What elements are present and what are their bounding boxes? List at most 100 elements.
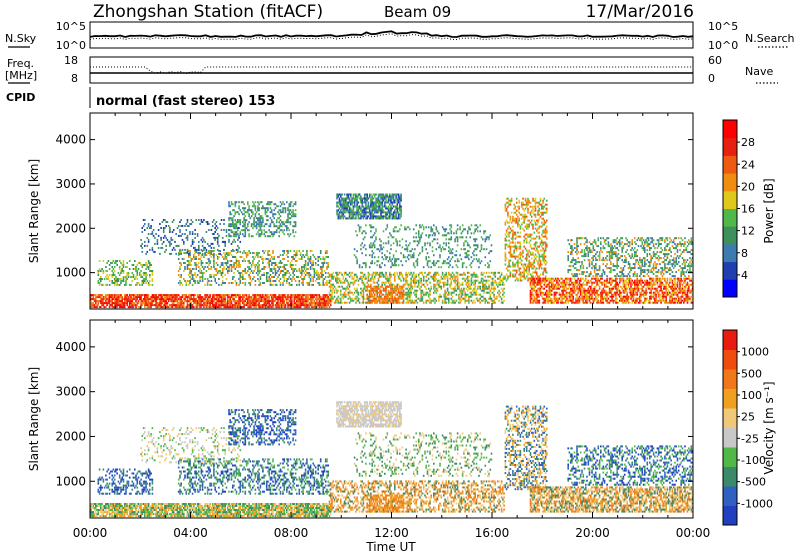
echo-cell xyxy=(213,266,215,268)
echo-cell xyxy=(294,201,297,204)
echo-cell xyxy=(484,256,487,259)
echo-cell xyxy=(505,209,508,212)
noise-left-label: N.Sky xyxy=(5,32,37,45)
echo-cell xyxy=(262,296,264,299)
echo-cell xyxy=(255,300,258,303)
echo-cell xyxy=(215,282,218,284)
echo-cell xyxy=(128,306,131,309)
echo-cell xyxy=(232,217,234,220)
echo-cell xyxy=(283,266,286,268)
echo-cell xyxy=(309,274,312,276)
echo-cell xyxy=(257,254,259,256)
echo-cell xyxy=(174,248,176,251)
echo-cell xyxy=(356,203,358,206)
echo-cell xyxy=(240,276,243,278)
echo-cell xyxy=(372,242,375,245)
echo-cell xyxy=(319,298,322,301)
echo-cell xyxy=(191,242,194,245)
echo-cell xyxy=(318,294,321,297)
echo-cell xyxy=(302,270,304,272)
echo-cell xyxy=(156,242,159,245)
echo-cell xyxy=(517,215,519,218)
echo-cell xyxy=(382,242,385,245)
echo-cell xyxy=(366,193,368,196)
echo-cell xyxy=(243,209,245,212)
echo-cell xyxy=(275,231,278,234)
echo-cell xyxy=(147,268,150,270)
echo-cell xyxy=(417,275,420,278)
echo-cell xyxy=(204,302,206,305)
echo-cell xyxy=(293,254,296,256)
echo-cell xyxy=(126,272,128,274)
echo-cell xyxy=(476,230,479,233)
echo-cell xyxy=(199,223,201,225)
echo-cell xyxy=(135,276,137,278)
echo-cell xyxy=(443,285,445,288)
echo-cell xyxy=(399,217,401,220)
echo-cell xyxy=(117,278,120,280)
echo-cell xyxy=(291,256,293,258)
echo-cell xyxy=(127,306,130,309)
echo-cell xyxy=(254,213,257,216)
echo-cell xyxy=(154,250,156,253)
echo-cell xyxy=(395,264,397,267)
echo-cell xyxy=(162,294,165,297)
echo-cell xyxy=(294,252,297,254)
echo-cell xyxy=(376,264,378,267)
echo-cell xyxy=(145,278,147,280)
echo-cell xyxy=(387,281,390,284)
echo-cell xyxy=(323,298,326,301)
echo-cell xyxy=(338,285,341,288)
echo-cell xyxy=(515,249,518,252)
echo-cell xyxy=(141,246,144,249)
echo-cell xyxy=(466,232,469,235)
echo-cell xyxy=(176,296,179,299)
echo-cell xyxy=(504,253,507,256)
echo-cell xyxy=(176,298,179,301)
echo-cell xyxy=(427,295,430,298)
echo-cell xyxy=(376,271,378,274)
echo-cell xyxy=(287,227,289,230)
echo-cell xyxy=(488,301,490,304)
echo-cell xyxy=(177,270,180,272)
echo-cell xyxy=(145,262,147,264)
echo-cell xyxy=(132,276,135,278)
echo-cell xyxy=(505,207,508,210)
echo-cell xyxy=(151,294,154,297)
echo-cell xyxy=(342,217,345,220)
echo-cell xyxy=(188,264,190,266)
echo-cell xyxy=(459,301,461,304)
echo-cell xyxy=(292,270,294,272)
echo-cell xyxy=(348,285,351,288)
echo-cell xyxy=(126,278,128,280)
echo-cell xyxy=(140,276,142,278)
echo-cell xyxy=(324,294,327,297)
echo-cell xyxy=(283,306,286,309)
echo-cell xyxy=(445,242,448,245)
echo-cell xyxy=(214,227,216,229)
echo-cell xyxy=(503,299,505,302)
echo-cell xyxy=(412,236,415,239)
echo-cell xyxy=(294,231,297,234)
echo-cell xyxy=(262,306,264,309)
echo-cell xyxy=(203,238,205,241)
echo-cell xyxy=(199,304,201,307)
echo-cell xyxy=(134,304,136,307)
echo-cell xyxy=(201,252,204,255)
echo-cell xyxy=(219,296,221,299)
echo-cell xyxy=(474,240,476,243)
echo-cell xyxy=(152,234,155,237)
echo-cell xyxy=(160,302,162,305)
echo-cell xyxy=(508,225,510,228)
echo-cell xyxy=(205,306,208,309)
echo-cell xyxy=(248,207,250,210)
echo-cell xyxy=(149,276,151,278)
echo-cell xyxy=(351,275,353,278)
echo-cell xyxy=(326,304,328,307)
echo-cell xyxy=(438,266,440,269)
echo-cell xyxy=(230,254,233,256)
echo-cell xyxy=(371,275,373,278)
echo-cell xyxy=(260,274,263,276)
echo-cell xyxy=(438,260,440,263)
echo-cell xyxy=(146,236,149,239)
